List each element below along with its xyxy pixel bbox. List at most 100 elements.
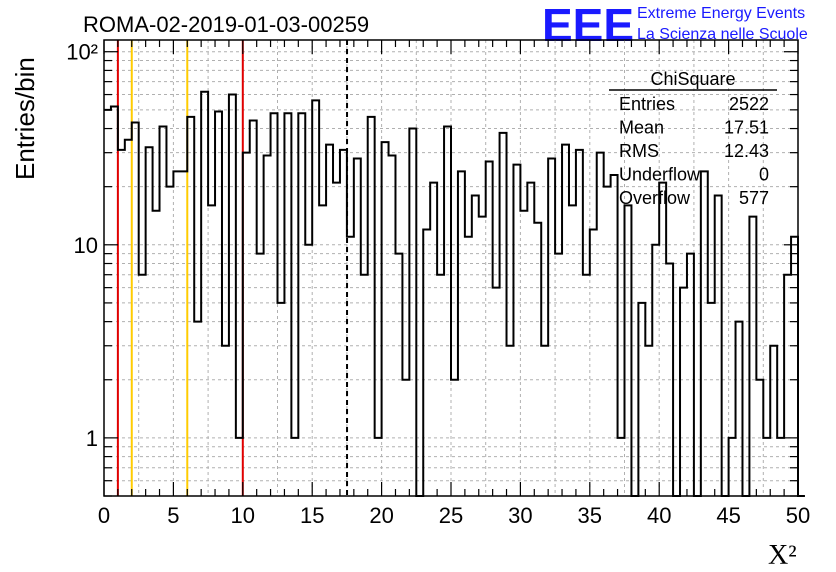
y-tick-label: 10: [74, 233, 98, 258]
histogram-bin: [222, 346, 229, 496]
x-axis-label: Χ²: [768, 540, 797, 571]
histogram-bin: [180, 171, 187, 496]
histogram-bin: [784, 275, 791, 496]
histogram-bin: [527, 183, 534, 496]
stats-value: 2522: [729, 94, 769, 114]
histogram-bin: [215, 112, 222, 496]
histogram-bin: [319, 205, 326, 496]
histogram-bin: [590, 230, 597, 496]
histogram-bin: [187, 117, 194, 496]
histogram-bin: [513, 165, 520, 496]
histogram-bin: [382, 142, 389, 496]
histogram-bin: [153, 211, 160, 496]
histogram-bin: [132, 122, 139, 496]
histogram-bin: [139, 275, 146, 496]
stats-value: 17.51: [724, 118, 769, 138]
histogram-bin: [146, 147, 153, 496]
stats-value: 12.43: [724, 141, 769, 161]
histogram-bin: [541, 346, 548, 496]
histogram-bin: [652, 245, 659, 496]
histogram-bin: [444, 126, 451, 496]
x-tick-label: 20: [369, 503, 393, 528]
chart-title: ROMA-02-2019-01-03-00259: [83, 12, 369, 37]
histogram-bin: [340, 150, 347, 496]
histogram-bin: [236, 438, 243, 496]
histogram-bin: [701, 171, 708, 496]
histogram-bin: [395, 254, 402, 496]
x-tick-label: 35: [578, 503, 602, 528]
stats-value: 0: [759, 165, 769, 185]
histogram-bin: [160, 126, 167, 496]
histogram-bin: [715, 196, 722, 496]
y-axis-ticks: 1 10 10²: [66, 40, 798, 497]
histogram-bin: [576, 150, 583, 496]
histogram-bin: [229, 95, 236, 496]
histogram-bin: [749, 217, 756, 496]
histogram-bin: [125, 140, 132, 496]
histogram-bin: [500, 133, 507, 496]
histogram-bin: [368, 117, 375, 496]
stats-box: ChiSquare Entries 2522 Mean 17.51 RMS 12.43 Un…: [609, 69, 777, 208]
histogram-bin: [118, 150, 125, 496]
histogram-bin: [375, 438, 382, 496]
x-tick-label: 45: [716, 503, 740, 528]
stats-label: Underflow: [619, 165, 701, 185]
histogram-bin: [402, 380, 409, 496]
histogram-bin: [756, 380, 763, 496]
histogram-bin: [194, 322, 201, 496]
histogram-bin: [284, 113, 291, 496]
histogram-bin: [430, 183, 437, 496]
histogram-bin: [729, 438, 736, 496]
histogram-bin: [305, 245, 312, 496]
histogram-bin: [534, 223, 541, 496]
logo-line-1: Extreme Energy Events: [637, 5, 805, 22]
histogram-bin: [333, 183, 340, 496]
histogram-bin: [472, 196, 479, 496]
histogram-bin: [458, 171, 465, 496]
stats-label: Overflow: [619, 188, 691, 208]
histogram-bin: [166, 187, 173, 496]
stats-title: ChiSquare: [650, 69, 735, 89]
histogram-bin: [257, 254, 264, 496]
histogram-bin: [680, 288, 687, 496]
histogram-bin: [271, 113, 278, 496]
x-tick-label: 50: [786, 503, 810, 528]
histogram-bin: [708, 303, 715, 496]
histogram-bin: [645, 346, 652, 496]
x-tick-label: 5: [167, 503, 179, 528]
x-axis-ticks: 0 5 10 15 20 25 30 35 40 45 50: [98, 40, 810, 528]
histogram-bin: [437, 275, 444, 496]
histogram-bin: [250, 121, 257, 496]
histogram-bin: [659, 183, 666, 496]
histogram-bin: [736, 322, 743, 496]
histogram-bin: [666, 264, 673, 496]
histogram-bin: [604, 187, 611, 496]
stats-label: RMS: [619, 141, 659, 161]
histogram-bin: [597, 153, 604, 496]
y-tick-label: 1: [86, 426, 98, 451]
histogram-bin: [486, 162, 493, 496]
stats-label: Entries: [619, 94, 675, 114]
eee-logo: EEE: [542, 0, 634, 51]
histogram-bin: [361, 275, 368, 496]
stats-label: Mean: [619, 118, 664, 138]
histogram-bin: [611, 175, 618, 496]
histogram-bin: [264, 156, 271, 496]
histogram-bin: [451, 380, 458, 496]
histogram-bin: [208, 205, 215, 496]
histogram-bin: [312, 100, 319, 496]
histogram-bin: [562, 145, 569, 496]
x-tick-label: 30: [508, 503, 532, 528]
histogram-bin: [354, 158, 361, 496]
histogram-bin: [389, 156, 396, 496]
histogram-bin: [243, 153, 250, 496]
histogram-bin: [638, 303, 645, 496]
histogram-bin: [423, 230, 430, 496]
histogram-bin: [618, 438, 625, 496]
stats-value: 577: [739, 188, 769, 208]
histogram-bin: [520, 211, 527, 496]
histogram-bin: [548, 158, 555, 496]
x-tick-label: 15: [300, 503, 324, 528]
histogram-bin: [777, 438, 784, 496]
